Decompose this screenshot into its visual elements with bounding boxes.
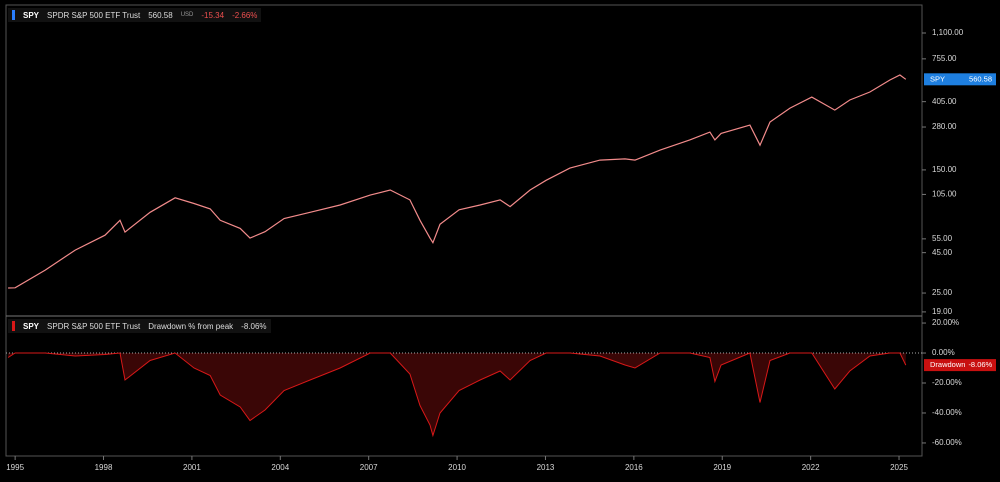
- indicator-value: -8.06%: [241, 321, 267, 331]
- y-tick-label: 55.00: [932, 234, 953, 243]
- y-tick-label: 0.00%: [932, 348, 955, 357]
- x-tick-label: 2016: [625, 463, 643, 472]
- frame: [5, 4, 923, 457]
- x-tick-label: 2025: [890, 463, 908, 472]
- y-tick-label: 19.00: [932, 307, 953, 316]
- y-tick-label: 20.00%: [932, 318, 959, 327]
- x-tick-label: 2013: [537, 463, 555, 472]
- price-legend: SPY SPDR S&P 500 ETF Trust 560.58 USD -1…: [8, 8, 262, 22]
- symbol: SPY: [23, 321, 40, 331]
- y-tick-label: 280.00: [932, 122, 957, 131]
- instrument-name: SPDR S&P 500 ETF Trust: [47, 10, 141, 20]
- y-tick-label: 1,100.00: [932, 28, 964, 37]
- y-tick-label: -60.00%: [932, 438, 962, 447]
- badge-text: SPY 560.58: [930, 74, 992, 83]
- drawdown-legend: SPY SPDR S&P 500 ETF Trust Drawdown % fr…: [8, 319, 271, 333]
- instrument-name: SPDR S&P 500 ETF Trust: [47, 321, 141, 331]
- change-pct: -2.66%: [232, 10, 258, 20]
- x-tick-label: 2007: [360, 463, 378, 472]
- change: -15.34: [201, 10, 225, 20]
- currency: USD: [180, 12, 194, 18]
- last-value-badge: [924, 359, 996, 372]
- drawdown-line: [7, 352, 907, 438]
- x-tick-label: 2001: [183, 463, 201, 472]
- y-tick-label: 105.00: [932, 190, 957, 199]
- x-tick-label: 1995: [6, 463, 24, 472]
- badge-value: -8.06%: [968, 360, 992, 369]
- y-tick-label: -20.00%: [932, 378, 962, 387]
- last-value-badge: [924, 73, 996, 86]
- legend-marker: [12, 321, 15, 331]
- price-line: [8, 74, 907, 289]
- badge-value: 560.58: [969, 74, 992, 83]
- x-tick-label: 2022: [802, 463, 820, 472]
- indicator-name: Drawdown % from peak: [148, 321, 234, 331]
- y-tick-label: 755.00: [932, 54, 957, 63]
- y-tick-label: 150.00: [932, 165, 957, 174]
- badge-text: Drawdown -8.06%: [930, 360, 993, 369]
- x-tick-label: 2004: [271, 463, 289, 472]
- badge-symbol: SPY: [930, 74, 945, 83]
- badge-label: Drawdown: [930, 360, 965, 369]
- y-tick-label: 405.00: [932, 97, 957, 106]
- x-tick-label: 2010: [448, 463, 466, 472]
- y-tick-label: -40.00%: [932, 408, 962, 417]
- drawdown-area: [8, 353, 906, 436]
- x-tick-label: 2019: [713, 463, 731, 472]
- legend-marker: [12, 10, 15, 20]
- x-tick-label: 1998: [95, 463, 113, 472]
- last-price: 560.58: [148, 10, 173, 20]
- symbol: SPY: [23, 10, 40, 20]
- y-tick-label: 25.00: [932, 288, 953, 297]
- y-tick-label: 45.00: [932, 248, 953, 257]
